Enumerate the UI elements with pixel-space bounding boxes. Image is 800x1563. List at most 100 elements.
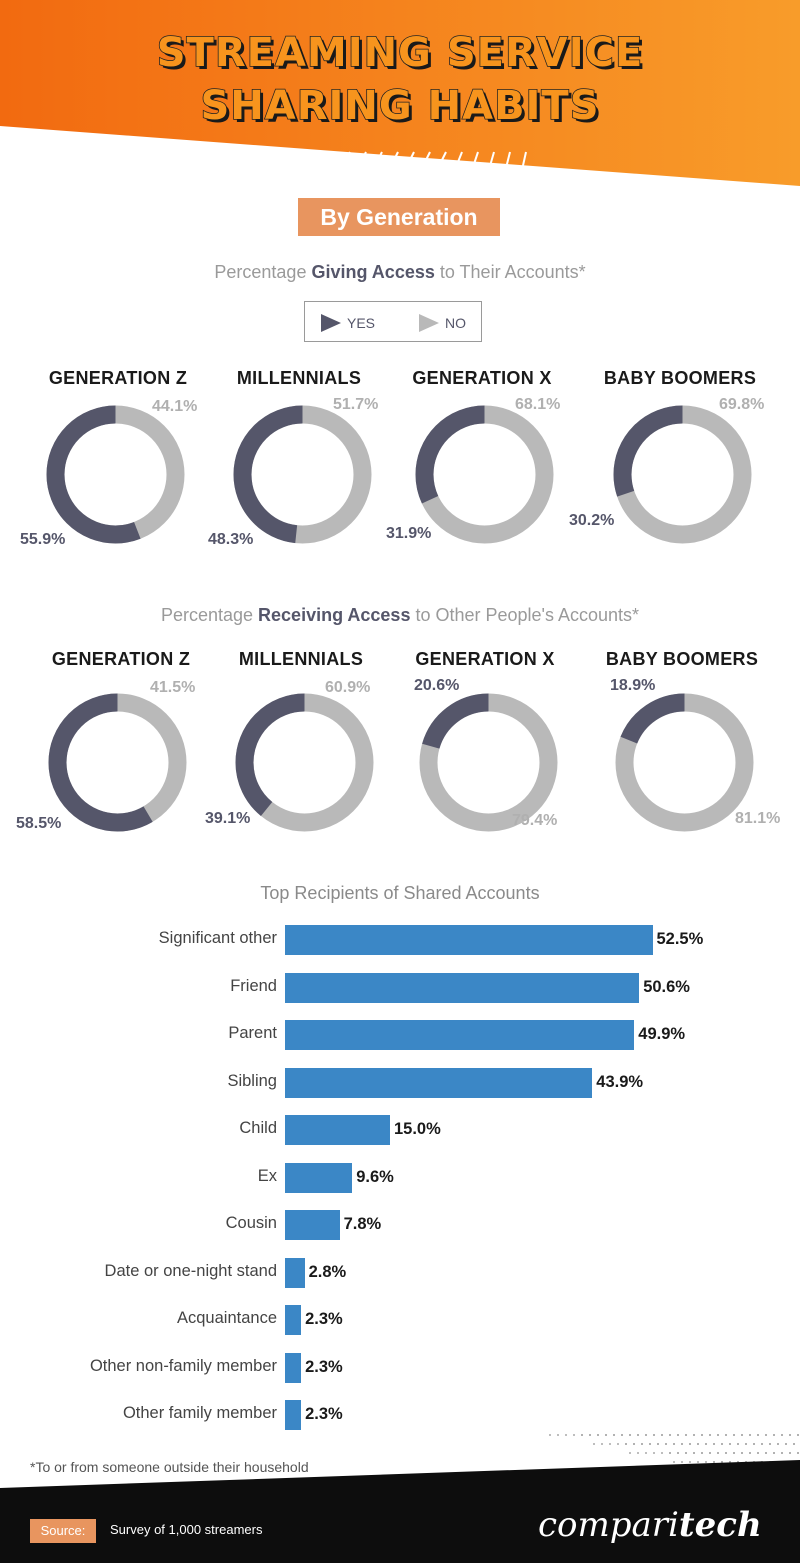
bar xyxy=(285,1067,593,1098)
bar-category-label: Child xyxy=(239,1119,277,1137)
receiving-gen-label: GENERATION X xyxy=(415,649,555,669)
bar-value-label: 2.3% xyxy=(305,1405,343,1423)
bar-value-label: 15.0% xyxy=(394,1120,441,1138)
receiving-donut xyxy=(48,693,187,832)
legend-no: NO xyxy=(419,314,466,332)
header-hatch-decoration xyxy=(313,151,527,171)
bar-category-label: Acquaintance xyxy=(177,1309,277,1327)
receiving-gen-label: GENERATION Z xyxy=(51,649,191,669)
bar-row: Friend 50.6% xyxy=(0,972,800,1003)
bar xyxy=(285,1115,390,1145)
bar xyxy=(285,1352,302,1383)
giving-yes-pct: 31.9% xyxy=(386,525,432,542)
receiving-donut xyxy=(419,693,558,832)
giving-yes-pct: 48.3% xyxy=(208,531,254,548)
legend-no-label: NO xyxy=(445,315,466,331)
brand-logo: comparitech xyxy=(538,1505,762,1545)
receiving-no-pct: 79.4% xyxy=(512,812,558,829)
giving-chart-title: Percentage Giving Access to Their Accoun… xyxy=(214,262,586,282)
receiving-yes-pct: 58.5% xyxy=(16,815,62,832)
giving-no-pct: 68.1% xyxy=(515,396,561,413)
bar-row: Acquaintance 2.3% xyxy=(0,1305,800,1335)
giving-donut xyxy=(415,405,554,544)
bar-category-label: Ex xyxy=(257,1166,277,1185)
donut-yes-segment xyxy=(46,405,185,544)
receiving-no-pct: 60.9% xyxy=(325,679,371,696)
receiving-no-pct: 41.5% xyxy=(150,679,196,696)
donut-yes-segment xyxy=(233,405,372,544)
page-title-line1: STREAMING SERVICE xyxy=(156,30,644,76)
donut-yes-segment xyxy=(415,405,554,544)
bar-value-label: 9.6% xyxy=(356,1167,394,1186)
giving-gen-label: GENERATION X xyxy=(412,368,552,388)
receiving-yes-pct: 20.6% xyxy=(414,677,460,694)
receiving-gen-label: MILLENNIALS xyxy=(238,649,364,669)
bar-category-label: Cousin xyxy=(225,1214,277,1232)
giving-gen-label: GENERATION Z xyxy=(48,368,188,388)
receiving-donut xyxy=(235,693,374,832)
bar-row: Ex 9.6% xyxy=(0,1162,800,1193)
footer-band xyxy=(0,1460,800,1563)
bar-value-label: 2.3% xyxy=(305,1357,343,1376)
page-title-line2: SHARING HABITS xyxy=(200,83,600,129)
giving-no-pct: 51.7% xyxy=(333,396,379,413)
receiving-yes-pct: 39.1% xyxy=(205,810,251,827)
bar-category-label: Other family member xyxy=(122,1404,277,1422)
source-text: Survey of 1,000 streamers xyxy=(110,1522,263,1537)
giving-gen-label: MILLENNIALS xyxy=(236,368,362,388)
bar-value-label: 2.8% xyxy=(308,1262,347,1281)
bar-row: Significant other 52.5% xyxy=(0,925,800,955)
bar xyxy=(285,925,653,955)
bar-row: Cousin 7.8% xyxy=(0,1210,800,1240)
donut-yes-segment xyxy=(48,693,187,832)
bar-category-label: Sibling xyxy=(227,1071,277,1090)
bar xyxy=(285,1305,302,1335)
bar-category-label: Friend xyxy=(230,976,277,995)
bar-category-label: Other non-family member xyxy=(89,1356,277,1375)
receiving-no-pct: 81.1% xyxy=(735,810,781,827)
giving-no-pct: 44.1% xyxy=(152,398,198,415)
donut-yes-segment xyxy=(615,693,754,832)
section-badge: By Generation xyxy=(298,198,500,236)
bar-value-label: 50.6% xyxy=(643,977,690,996)
bar-row: Child 15.0% xyxy=(0,1115,800,1145)
bar-row: Date or one-night stand 2.8% xyxy=(0,1257,800,1288)
bar-chart-title: Top Recipients of Shared Accounts xyxy=(260,883,540,903)
source-tag: Source: xyxy=(30,1519,96,1543)
giving-no-pct: 69.8% xyxy=(719,396,765,413)
bar xyxy=(285,1020,635,1050)
bar xyxy=(285,1210,340,1240)
legend-yes-label: YES xyxy=(347,315,376,331)
bar-category-label: Significant other xyxy=(158,929,277,947)
giving-yes-pct: 55.9% xyxy=(20,531,66,548)
legend-yes: YES xyxy=(321,314,375,332)
donut-yes-segment xyxy=(419,693,558,832)
receiving-gen-label: BABY BOOMERS xyxy=(605,649,759,669)
footnote: *To or from someone outside their househ… xyxy=(30,1459,309,1475)
bar xyxy=(285,1257,305,1288)
bar-value-label: 52.5% xyxy=(656,930,704,948)
bar-category-label: Parent xyxy=(228,1024,277,1042)
bar-value-label: 7.8% xyxy=(343,1215,382,1233)
header-banner xyxy=(0,0,800,186)
bar-row: Other family member 2.3% xyxy=(0,1400,800,1430)
triangle-icon xyxy=(321,314,341,332)
bar xyxy=(285,1162,353,1193)
bar-row: Parent 49.9% xyxy=(0,1020,800,1050)
giving-donut xyxy=(613,405,752,544)
bar-category-label: Date or one-night stand xyxy=(104,1261,277,1280)
receiving-donut xyxy=(615,693,754,832)
bar-row: Other non-family member 2.3% xyxy=(0,1352,800,1383)
giving-yes-pct: 30.2% xyxy=(569,512,615,529)
receiving-yes-pct: 18.9% xyxy=(610,677,656,694)
giving-donut xyxy=(233,405,372,544)
bar-value-label: 2.3% xyxy=(305,1310,343,1328)
bar xyxy=(285,1400,302,1430)
legend: YES NO xyxy=(304,301,482,342)
donut-yes-segment xyxy=(235,693,374,832)
bar-value-label: 43.9% xyxy=(596,1072,644,1091)
giving-gen-label: BABY BOOMERS xyxy=(603,368,757,388)
bar-row: Sibling 43.9% xyxy=(0,1067,800,1098)
giving-donut xyxy=(46,405,185,544)
bar-value-label: 49.9% xyxy=(638,1025,686,1043)
